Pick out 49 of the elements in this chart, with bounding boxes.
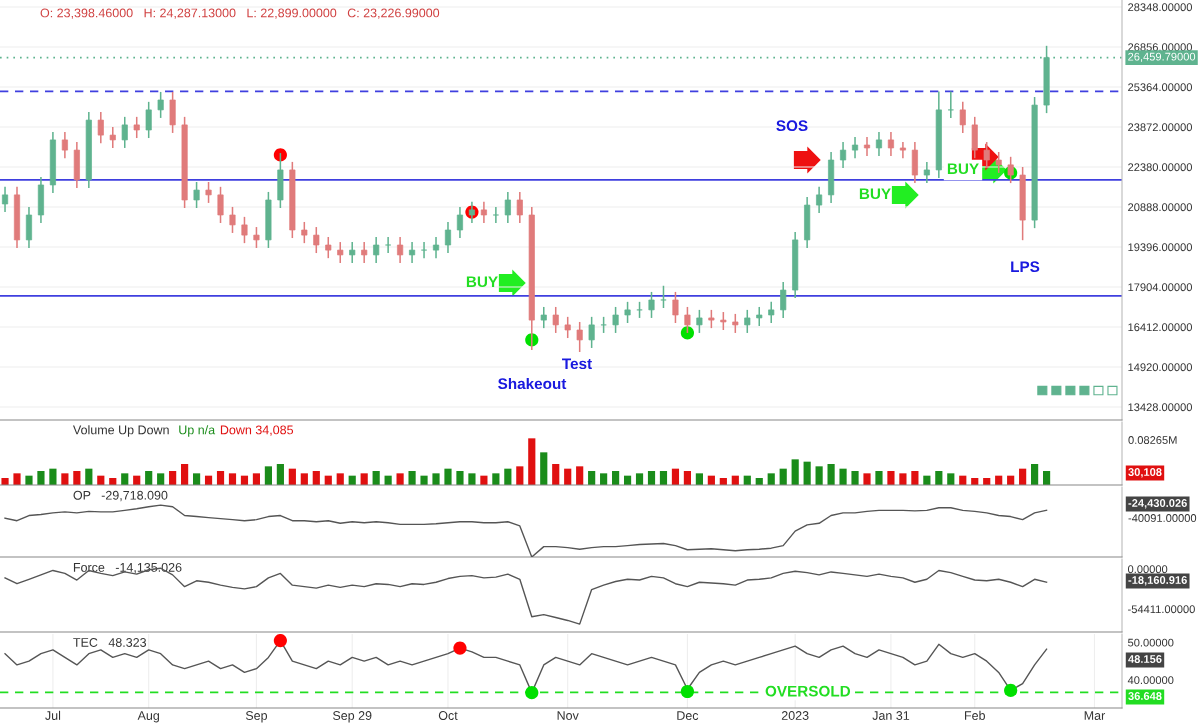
x-tick-label: Feb bbox=[965, 710, 985, 720]
y-tick-label: 23872.00000 bbox=[1128, 123, 1192, 132]
text: -18,160.916 bbox=[1128, 576, 1187, 586]
annotation: BUY bbox=[859, 188, 891, 200]
x-tick-label: Dec bbox=[677, 711, 699, 720]
annotation: O: 23,398.46000 H: 24,287.13000 L: 22,899.00000 C: 23,226.99000 bbox=[40, 8, 440, 19]
chart-title: Volume Up Down bbox=[72, 425, 169, 437]
y-tick-label: 17904.00000 bbox=[1128, 283, 1192, 292]
y-tick-label: 40.00000 bbox=[1127, 676, 1174, 685]
text: Up n/a bbox=[179, 425, 216, 437]
text: Down 34,085 bbox=[220, 425, 294, 436]
x-tick-label: Jan 31 bbox=[872, 711, 910, 720]
y-tick-label: 22380.00000 bbox=[1128, 163, 1192, 172]
x-tick-label: Mar bbox=[1084, 711, 1106, 720]
y-tick-label: 25364.00000 bbox=[1128, 83, 1192, 92]
y-tick-label: 14920.00000 bbox=[1128, 363, 1192, 372]
annotation: SOS bbox=[776, 120, 808, 132]
ref-line-label: 26,459.79000 bbox=[1128, 52, 1196, 62]
text: -24,430.026 bbox=[1128, 499, 1187, 509]
text: -40091.00000 bbox=[1128, 514, 1197, 522]
y-tick-label: 26856.00000 bbox=[1128, 43, 1192, 52]
text: 30,108 bbox=[1128, 468, 1162, 478]
annotation: BUY bbox=[466, 276, 498, 288]
text: 36.648 bbox=[1128, 692, 1162, 700]
y-tick-label: -54411.00000 bbox=[1128, 605, 1195, 614]
y-tick-label: 19396.00000 bbox=[1128, 243, 1192, 252]
chart-title: Force -14,135.026 bbox=[73, 562, 182, 574]
y-tick-label: 50.00000 bbox=[1128, 638, 1174, 647]
annotation: Test bbox=[562, 358, 592, 370]
x-tick-label: Sep bbox=[245, 711, 268, 723]
x-tick-label: Oct bbox=[438, 711, 458, 720]
y-tick-label: 16412.00000 bbox=[1128, 323, 1192, 332]
y-tick-label: 0.00000 bbox=[1127, 565, 1168, 574]
ref-line-label: OVERSOLD bbox=[765, 685, 851, 697]
text: 0.08265M bbox=[1128, 436, 1177, 444]
text: 48.156 bbox=[1128, 655, 1162, 663]
y-tick-label: 13428.00000 bbox=[1128, 403, 1192, 412]
annotation: LPS bbox=[1011, 261, 1040, 273]
chart-title: TEC 48.323 bbox=[73, 638, 147, 647]
y-tick-label: 20888.00000 bbox=[1128, 203, 1192, 212]
x-tick-label: Nov bbox=[557, 711, 579, 720]
x-tick-label: 2023 bbox=[781, 711, 809, 720]
annotation: BUY bbox=[947, 163, 979, 175]
x-tick-label: Sep 29 bbox=[332, 711, 372, 723]
x-tick-label: Aug bbox=[137, 711, 160, 723]
annotation: Shakeout bbox=[498, 377, 567, 390]
x-tick-label: Jul bbox=[45, 710, 61, 720]
chart-title: OP -29,718.090 bbox=[73, 490, 168, 502]
y-tick-label: 28348.00000 bbox=[1128, 3, 1192, 12]
